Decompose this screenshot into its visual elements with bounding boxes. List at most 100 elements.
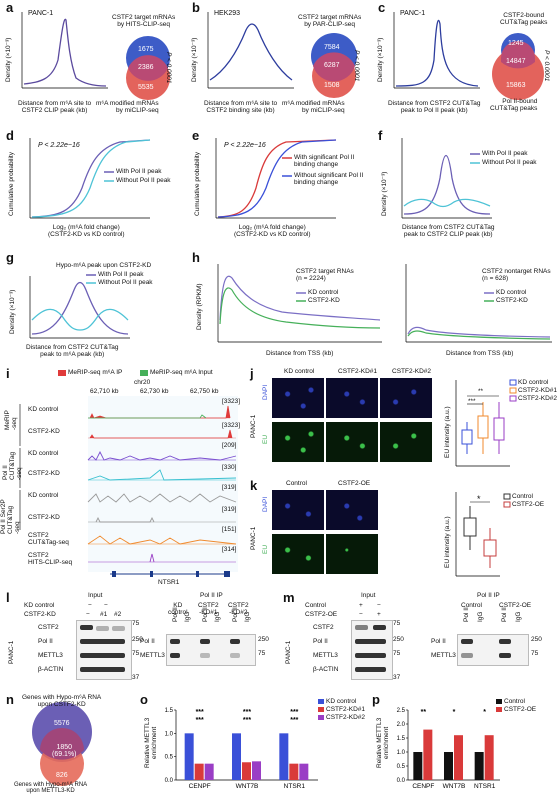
panel-label: l — [6, 590, 10, 605]
col-2: CSTF2-OE — [338, 480, 371, 487]
ip-mw-1: 250 — [258, 636, 269, 643]
venn-n2: 1850 (69.1%) — [52, 744, 77, 758]
bar — [299, 763, 309, 780]
x-axis-label: Distance from CSTF2 CUT&Tag peak to m⁶A … — [26, 344, 119, 358]
row-1: CSTF2 — [38, 624, 59, 631]
y-tick-label: 2.0 — [397, 722, 406, 728]
legend-2: CSTF2-OE — [512, 501, 545, 508]
panel-d: d P < 2.22e−16 With Pol II peak Without … — [0, 128, 186, 246]
panel-label: m — [283, 590, 295, 605]
venn-bottom-label: m⁶A modified mRNAs by miCLIP-seq — [96, 100, 159, 114]
legend-series-1: With Pol II peak — [482, 150, 528, 157]
panel-label: b — [192, 0, 200, 15]
ip-title: Pol II IP — [477, 592, 500, 599]
track-range-4: [330] — [222, 464, 237, 471]
oe-minus: − — [359, 611, 363, 618]
panel-label: p — [372, 692, 380, 707]
legend-1: Control — [504, 698, 525, 705]
bar — [474, 752, 484, 780]
venn-bottom-label: m⁶A modified mRNAs by miCLIP-seq — [282, 100, 345, 114]
subpanel-title-2: CSTF2 nontarget RNAs (n = 628) — [482, 268, 551, 282]
x-axis-label: Distance from m⁶A site to CSTF2 CLIP pea… — [18, 100, 92, 114]
subpanel-title-1: CSTF2 target RNAs (n = 2224) — [296, 268, 354, 282]
kd-control: KD control — [24, 602, 55, 609]
legend-1: Control — [512, 493, 533, 500]
y-axis-label: Density (×10⁻³) — [9, 289, 16, 334]
kd: CSTF2-KD — [24, 611, 56, 618]
panel-c-graphics — [393, 12, 544, 100]
legend-swatch-input — [140, 370, 148, 376]
mw-4: 37 — [132, 674, 140, 681]
ip-band-pol2-2 — [200, 639, 210, 644]
venn-n3: 1508 — [324, 82, 340, 89]
band-actin — [355, 667, 386, 672]
legend-series-2: Without Pol II peak — [116, 177, 171, 184]
x-axis-label: Log₂ (m⁶A fold change) (CSTF2-KD vs KD c… — [234, 224, 311, 238]
legend-2: CSTF2-KD#1 — [326, 706, 366, 713]
panel-n-venn — [32, 702, 92, 786]
band-cstf2-1 — [80, 625, 93, 630]
bar — [289, 763, 299, 780]
ip-title: Pol II IP — [200, 592, 223, 599]
band-cstf2-2 — [373, 625, 386, 630]
image-dapi-2 — [326, 490, 378, 530]
ab-2: IgG — [477, 611, 484, 622]
panel-label: i — [6, 366, 10, 381]
legend-series-1b: KD control — [496, 289, 527, 296]
ip-row-2: METTL3 — [140, 652, 165, 659]
row-4: β-ACTIN — [313, 666, 339, 673]
x-tick-label: WNT7B — [443, 783, 466, 790]
significance-mark: ** — [421, 709, 427, 716]
oe: CSTF2-OE — [305, 611, 338, 618]
x-tick-label: WNT7B — [236, 783, 259, 790]
y-axis-label: Density (×10⁻³) — [377, 37, 384, 82]
panel-label: e — [192, 128, 200, 143]
ctrl-minus: − — [377, 602, 381, 609]
venn-n1: 5576 — [54, 720, 70, 727]
track-range-1: [3323] — [222, 398, 241, 405]
bar — [444, 752, 453, 780]
venn-n2: 14847 — [506, 58, 526, 65]
legend-series-2b: CSTF2-KD — [496, 297, 528, 304]
panel-label: o — [140, 692, 148, 707]
panel-label: f — [378, 128, 383, 143]
y-axis-label: EU intensity (a.u.) — [444, 406, 451, 458]
significance-mark: * — [453, 709, 456, 716]
image-dapi-1 — [272, 378, 324, 418]
y-axis-label: Density (×10⁻³) — [191, 37, 198, 82]
band-actin — [80, 667, 125, 672]
x-axis-label-1: Distance from TSS (kb) — [266, 350, 334, 357]
panel-h: h CSTF2 target RNAs (n = 2224) CSTF2 non… — [186, 250, 558, 365]
panel-label: k — [250, 478, 258, 493]
legend-series-2: Without Pol II peak — [98, 279, 153, 286]
image-eu-1 — [272, 422, 324, 462]
row-3: METTL3 — [38, 652, 63, 659]
panel-b: b HEK293 CSTF2 target mRNAs by PAR-CLIP-… — [186, 0, 372, 125]
image-dapi-1 — [272, 490, 324, 530]
image-eu-2 — [326, 534, 378, 574]
significance-mark: *** — [243, 709, 251, 716]
legend-swatch — [318, 707, 324, 712]
ip-band-pol2-1 — [170, 639, 180, 644]
ip-band-pol2-3 — [230, 639, 240, 644]
p-value: P < 2.22e−16 — [224, 142, 266, 149]
y-axis-label: Density (×10⁻³) — [381, 171, 388, 216]
y-axis-label: Relative METTL3 enrichment — [376, 717, 390, 768]
panel-a-graphics — [21, 12, 170, 100]
ip-col-2: CSTF2 -KD#1 — [198, 602, 219, 616]
track-name-1: KD control — [28, 406, 59, 413]
panel-label: j — [250, 366, 254, 381]
mw-3: 75 — [393, 650, 401, 657]
legend-1: KD control — [326, 698, 357, 705]
input-title: Input — [88, 592, 103, 599]
x-axis-label: Distance from CSTF2 CUT&Tag peak to CSTF… — [402, 224, 495, 238]
track-range-3: [209] — [222, 442, 237, 449]
panel-g-graphics — [29, 274, 130, 339]
mw-3: 75 — [132, 650, 140, 657]
track-name-8: CSTF2 HITS-CLIP-seq — [28, 552, 73, 566]
cell-line: PANC-1 — [8, 640, 15, 664]
position-1: 62,710 kb — [90, 388, 119, 395]
bar — [232, 733, 241, 780]
panel-f: f With Pol II peak Without Pol II peak D… — [372, 128, 558, 246]
ip-band-pol2-1 — [461, 639, 473, 644]
